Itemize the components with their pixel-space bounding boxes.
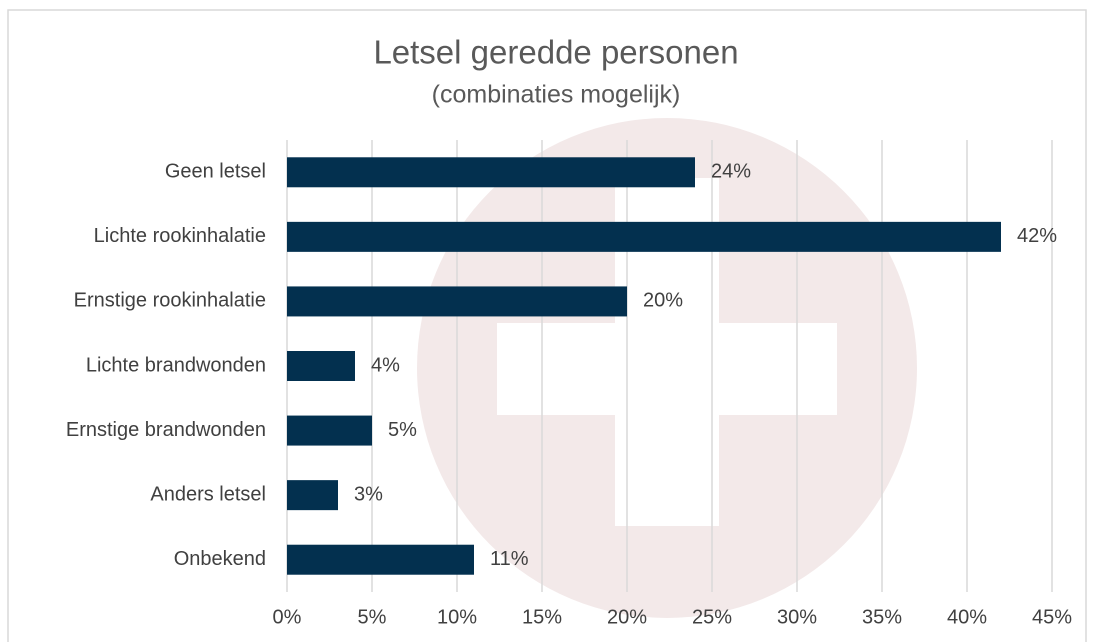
x-tick-label: 35% <box>862 606 902 628</box>
bar <box>287 221 1001 252</box>
chart-title: Letsel geredde personen <box>373 34 738 71</box>
x-tick-label: 45% <box>1032 606 1072 628</box>
value-label: 3% <box>354 483 383 505</box>
x-tick-label: 30% <box>777 606 817 628</box>
x-tick-label: 20% <box>607 606 647 628</box>
bar <box>287 157 695 188</box>
x-tick-label: 5% <box>358 606 387 628</box>
y-tick-label: Lichte brandwonden <box>86 354 266 376</box>
y-tick-label: Lichte rookinhalatie <box>94 225 266 247</box>
y-tick-label: Onbekend <box>174 548 266 570</box>
value-label: 20% <box>643 290 683 312</box>
x-tick-label: 40% <box>947 606 987 628</box>
y-tick-label: Geen letsel <box>165 161 266 183</box>
chart-subtitle: (combinaties mogelijk) <box>432 81 681 109</box>
y-tick-label: Ernstige rookinhalatie <box>74 290 266 312</box>
watermark-cross-horizontal <box>497 323 837 415</box>
bar <box>287 480 338 511</box>
x-tick-label: 15% <box>522 606 562 628</box>
bar <box>287 286 627 317</box>
bar <box>287 351 355 381</box>
x-tick-label: 25% <box>692 606 732 628</box>
y-tick-label: Ernstige brandwonden <box>66 419 266 441</box>
y-tick-label: Anders letsel <box>150 483 266 505</box>
x-tick-label: 10% <box>437 606 477 628</box>
value-label: 24% <box>711 161 751 183</box>
bar <box>287 544 474 575</box>
value-label: 42% <box>1017 225 1057 247</box>
value-label: 11% <box>490 548 529 570</box>
bar <box>287 415 372 446</box>
value-label: 5% <box>388 419 417 441</box>
value-label: 4% <box>371 354 400 376</box>
watermark <box>417 118 917 618</box>
x-tick-label: 0% <box>273 606 302 628</box>
